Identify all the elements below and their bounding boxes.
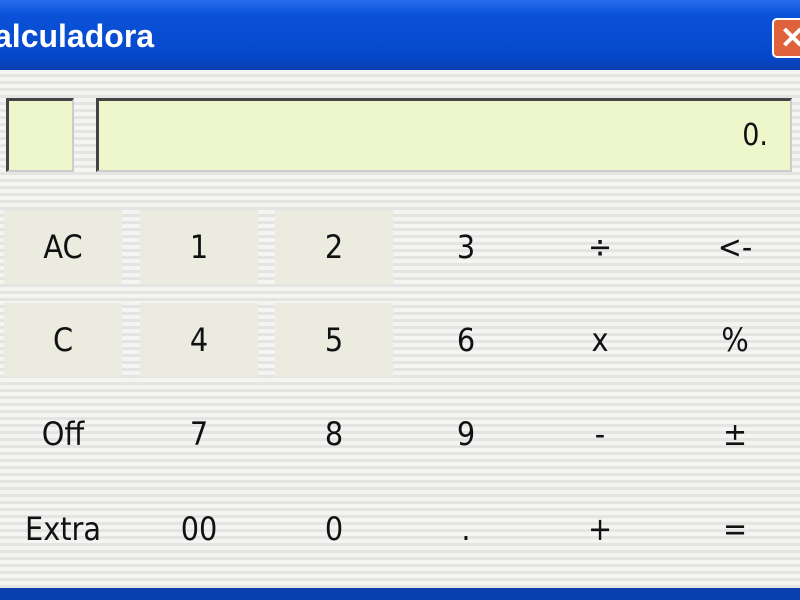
key-button[interactable]: -	[594, 415, 606, 453]
key-button[interactable]: =	[722, 510, 748, 548]
key-button[interactable]: 8	[324, 415, 344, 453]
key-button[interactable]: 0	[324, 510, 344, 548]
key-button[interactable]: ±	[722, 415, 748, 453]
display-value: 0.	[96, 98, 792, 172]
key-button[interactable]: Off	[41, 415, 85, 453]
key-button[interactable]: C	[4, 303, 122, 377]
key-button[interactable]: 4	[140, 303, 258, 377]
key-button[interactable]: .	[461, 510, 471, 548]
close-button[interactable]: ✕	[772, 18, 800, 58]
key-button[interactable]: 1	[140, 210, 258, 284]
title-bar[interactable]: alculadora ✕	[0, 0, 800, 70]
key-button[interactable]: 2	[275, 210, 393, 284]
key-button[interactable]: x	[591, 321, 609, 359]
key-button[interactable]: 00	[180, 510, 218, 548]
key-button[interactable]: 6	[456, 321, 476, 359]
key-button[interactable]: %	[721, 321, 749, 359]
window-bottom-border	[0, 588, 800, 600]
key-button[interactable]: <-	[717, 228, 753, 266]
memory-indicator	[6, 98, 74, 172]
key-button[interactable]: 3	[456, 228, 476, 266]
key-button[interactable]: +	[587, 510, 613, 548]
key-button[interactable]: 5	[275, 303, 393, 377]
close-icon: ✕	[780, 22, 800, 55]
window-title: alculadora	[0, 18, 155, 54]
key-button[interactable]: 7	[189, 415, 209, 453]
key-button[interactable]: Extra	[25, 510, 101, 548]
key-button[interactable]: 9	[456, 415, 476, 453]
key-button[interactable]: AC	[4, 210, 122, 284]
key-button[interactable]: ÷	[587, 228, 613, 266]
